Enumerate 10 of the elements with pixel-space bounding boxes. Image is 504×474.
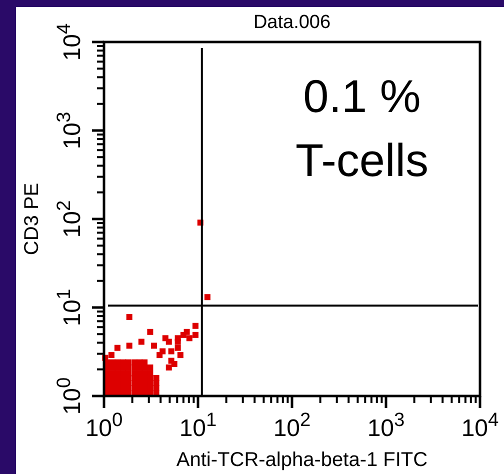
- x-tick-label: 10$^{3}$: [367, 410, 405, 442]
- chart-title: Data.006: [253, 12, 331, 33]
- x-tick-label: 10$^{4}$: [461, 410, 500, 442]
- annotation: 0.1 %: [303, 70, 421, 122]
- x-tick-label: 10$^{2}$: [273, 410, 311, 442]
- x-axis-title: Anti-TCR-alpha-beta-1 FITC: [176, 449, 428, 471]
- y-axis-title: CD3 PE: [21, 182, 43, 256]
- annotation: T-cells: [296, 134, 428, 186]
- x-tick-label: 10$^{1}$: [179, 410, 217, 442]
- x-tick-label: 10$^{0}$: [85, 410, 123, 442]
